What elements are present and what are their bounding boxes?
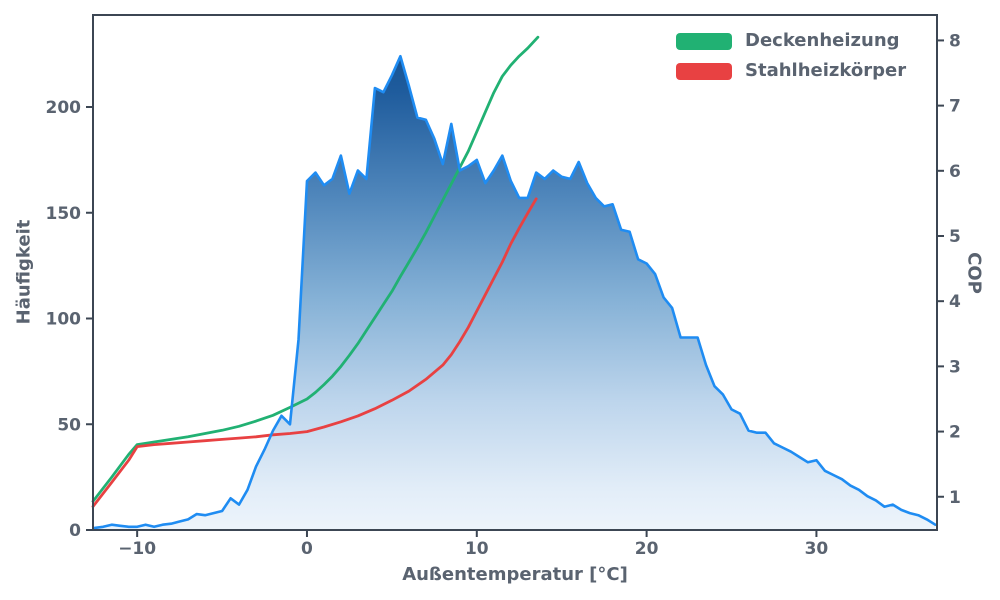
histogram-area — [94, 56, 936, 530]
series-line-stahlheizkoerper — [91, 197, 538, 508]
legend: Deckenheizung Stahlheizkörper — [676, 32, 906, 80]
legend-label-deckenheizung: Deckenheizung — [745, 30, 900, 51]
y-axis-label-right: COP — [963, 252, 985, 294]
y-axis-label-left: Häufigkeit — [13, 219, 35, 325]
x-tick-label: 30 — [805, 539, 829, 559]
y-right-tick-label: 7 — [949, 97, 961, 117]
y-right-tick-label: 8 — [949, 31, 961, 51]
y-right-tick-label: 2 — [949, 423, 961, 443]
legend-swatch-stahlheizkoerper — [676, 62, 732, 80]
x-tick-label: −10 — [118, 539, 156, 559]
histogram-outline — [93, 54, 937, 530]
y-left-tick-label: 150 — [46, 204, 82, 224]
legend-swatch-deckenheizung — [676, 32, 732, 50]
y-left-tick-label: 100 — [46, 310, 82, 330]
y-right-tick-label: 1 — [949, 488, 961, 508]
axes-spines — [92, 14, 938, 531]
legend-label-stahlheizkoerper: Stahlheizkörper — [745, 60, 907, 81]
legend-item-deckenheizung: Deckenheizung — [676, 32, 906, 50]
x-axis-label: Außentemperatur [°C] — [402, 564, 628, 585]
y-right-tick-label: 3 — [949, 357, 961, 377]
x-tick-label: 0 — [301, 539, 313, 559]
y-right-tick-label: 5 — [949, 227, 961, 247]
x-tick-label: 20 — [635, 539, 659, 559]
y-right-tick-label: 4 — [949, 292, 961, 312]
y-left-tick-label: 200 — [46, 98, 82, 118]
series-line-deckenheizung — [91, 35, 540, 503]
y-left-tick-label: 0 — [69, 521, 81, 541]
x-tick-label: 10 — [465, 539, 489, 559]
y-right-tick-label: 6 — [949, 162, 961, 182]
legend-item-stahlheizkoerper: Stahlheizkörper — [676, 62, 906, 80]
y-left-tick-label: 50 — [57, 415, 81, 435]
